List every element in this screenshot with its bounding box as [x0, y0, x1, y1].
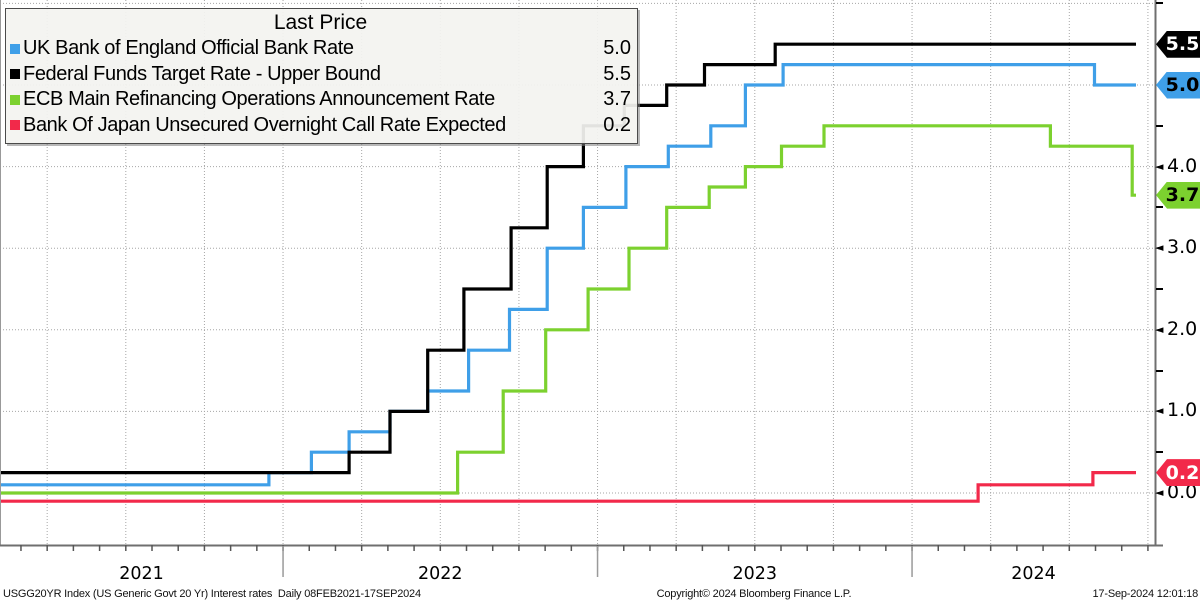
legend-item-value: 0.2	[603, 113, 631, 136]
legend-item[interactable]: Bank Of Japan Unsecured Overnight Call R…	[10, 113, 631, 139]
legend-item-value: 3.7	[603, 88, 631, 111]
legend-swatch	[10, 43, 20, 54]
legend-title: Last Price	[273, 11, 368, 34]
legend-item-value: 5.0	[603, 37, 631, 60]
y-axis-label: 3.0	[1167, 236, 1198, 259]
y-axis-minor-tick	[1156, 2, 1163, 4]
y-axis-minor-tick	[1156, 124, 1163, 127]
legend-item-value: 5.5	[603, 62, 631, 85]
footer-copyright: Copyright© 2024 Bloomberg Finance L.P.	[656, 588, 852, 600]
last-price-tag[interactable]: 3.7	[1156, 181, 1200, 209]
y-axis-tick-arrow: ◄	[1155, 404, 1164, 418]
y-axis-label: 1.0	[1167, 399, 1198, 422]
series-line-4	[0, 471, 1136, 503]
x-axis-year-label: 2021	[119, 564, 164, 584]
y-axis-tick-arrow: ◄	[1155, 241, 1164, 255]
legend-item-label: UK Bank of England Official Bank Rate	[23, 37, 354, 60]
legend-item[interactable]: ECB Main Refinancing Operations Announce…	[10, 87, 631, 113]
y-axis-label: 2.0	[1167, 317, 1198, 340]
y-axis-label: 0.0	[1167, 481, 1198, 503]
y-axis-tick-arrow: ◄	[1155, 322, 1164, 336]
y-axis-minor-tick	[1156, 369, 1163, 372]
legend-swatch	[10, 69, 20, 80]
legend-swatch	[10, 120, 20, 131]
legend-item[interactable]: Federal Funds Target Rate - Upper Bound 5…	[10, 62, 631, 88]
series-line-3	[0, 124, 1136, 495]
y-axis-minor-tick	[1156, 206, 1163, 209]
footer-timestamp: 17-Sep-2024 12:01:18	[1092, 588, 1199, 600]
legend-item-label: Federal Funds Target Rate - Upper Bound	[23, 62, 381, 85]
x-axis-year-label: 2022	[418, 564, 463, 584]
legend-swatch	[10, 94, 20, 105]
footer-ticker-info: USGG20YR Index (US Generic Govt 20 Yr) I…	[3, 588, 421, 600]
y-axis-tick-arrow: ◄	[1155, 159, 1164, 173]
legend-item-label: Bank Of Japan Unsecured Overnight Call R…	[23, 113, 506, 136]
legend-item[interactable]: UK Bank of England Official Bank Rate 5.0	[10, 36, 631, 62]
x-axis-year-label: 2023	[732, 564, 778, 584]
y-axis-label: 4.0	[1167, 154, 1198, 177]
y-axis-minor-tick	[1156, 288, 1163, 290]
series-line-2	[0, 42, 1136, 475]
x-axis-year-label: 2024	[1011, 564, 1056, 584]
y-axis-minor-tick	[1156, 451, 1163, 454]
last-price-tag[interactable]: 0.2	[1156, 459, 1200, 487]
chart-legend: Last Price UK Bank of England Official B…	[5, 8, 638, 144]
series-line-1	[0, 62, 1136, 487]
legend-rows: UK Bank of England Official Bank Rate 5.0…	[10, 36, 631, 138]
y-axis-tick-arrow: ◄	[1155, 486, 1164, 499]
last-price-tag[interactable]: 5.5	[1156, 30, 1200, 58]
last-price-tag[interactable]: 5.0	[1156, 71, 1200, 99]
legend-item-label: ECB Main Refinancing Operations Announce…	[23, 88, 495, 111]
